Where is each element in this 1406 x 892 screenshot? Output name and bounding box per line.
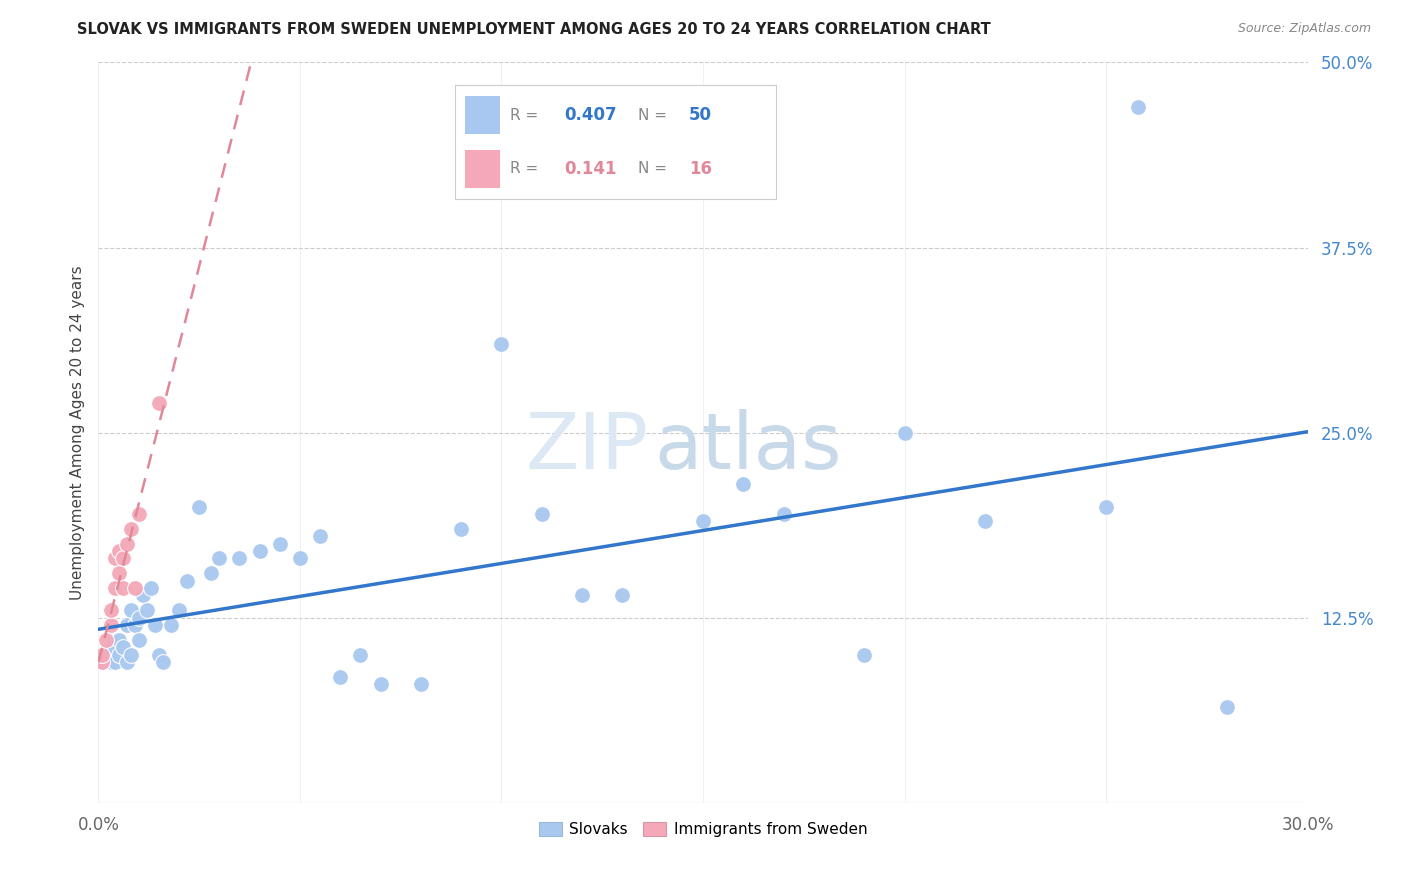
Point [249,544,271,558]
Point [349,648,371,662]
Point [772,507,794,521]
Point [228,551,250,566]
Point [733,477,755,491]
Point [132,589,155,603]
Point [853,648,876,662]
Point [100,640,122,655]
Point [120,522,142,536]
Point [288,551,311,566]
Point [329,670,352,684]
Point [974,515,997,529]
Point [148,396,170,410]
Point [530,507,553,521]
Point [96,648,118,662]
Point [120,603,142,617]
Point [120,648,142,662]
Point [115,536,138,550]
Point [128,507,150,521]
Point [176,574,198,588]
Point [160,618,183,632]
Point [309,529,332,543]
Point [143,618,166,632]
Point [124,618,146,632]
Point [208,551,231,566]
Point [111,581,134,595]
Point [893,425,915,440]
Point [124,581,146,595]
Point [103,655,125,669]
Point [139,581,162,595]
Point [612,589,634,603]
Text: ZIP: ZIP [526,409,648,485]
Point [107,544,129,558]
Point [1095,500,1118,514]
Point [152,655,174,669]
Point [128,632,150,647]
Point [111,551,134,566]
Text: atlas: atlas [655,409,842,485]
Point [450,522,472,536]
Point [692,515,714,529]
Point [100,618,122,632]
Point [200,566,222,581]
Point [370,677,392,691]
Point [571,589,593,603]
Legend: Slovaks, Immigrants from Sweden: Slovaks, Immigrants from Sweden [533,816,873,843]
Point [1128,100,1150,114]
Point [1216,699,1239,714]
Point [91,655,114,669]
Point [128,610,150,624]
Point [100,655,122,669]
Y-axis label: Unemployment Among Ages 20 to 24 years: Unemployment Among Ages 20 to 24 years [69,265,84,600]
Point [96,632,118,647]
Point [148,648,170,662]
Point [491,336,513,351]
Point [107,632,129,647]
Point [188,500,211,514]
Point [167,603,190,617]
Point [135,603,157,617]
Text: SLOVAK VS IMMIGRANTS FROM SWEDEN UNEMPLOYMENT AMONG AGES 20 TO 24 YEARS CORRELAT: SLOVAK VS IMMIGRANTS FROM SWEDEN UNEMPLO… [77,22,991,37]
Point [100,603,122,617]
Point [409,677,432,691]
Point [111,640,134,655]
Point [107,566,129,581]
Text: Source: ZipAtlas.com: Source: ZipAtlas.com [1237,22,1371,36]
Point [103,551,125,566]
Point [115,618,138,632]
Point [107,648,129,662]
Point [115,655,138,669]
Point [91,655,114,669]
Point [91,648,114,662]
Point [103,581,125,595]
Point [269,536,291,550]
